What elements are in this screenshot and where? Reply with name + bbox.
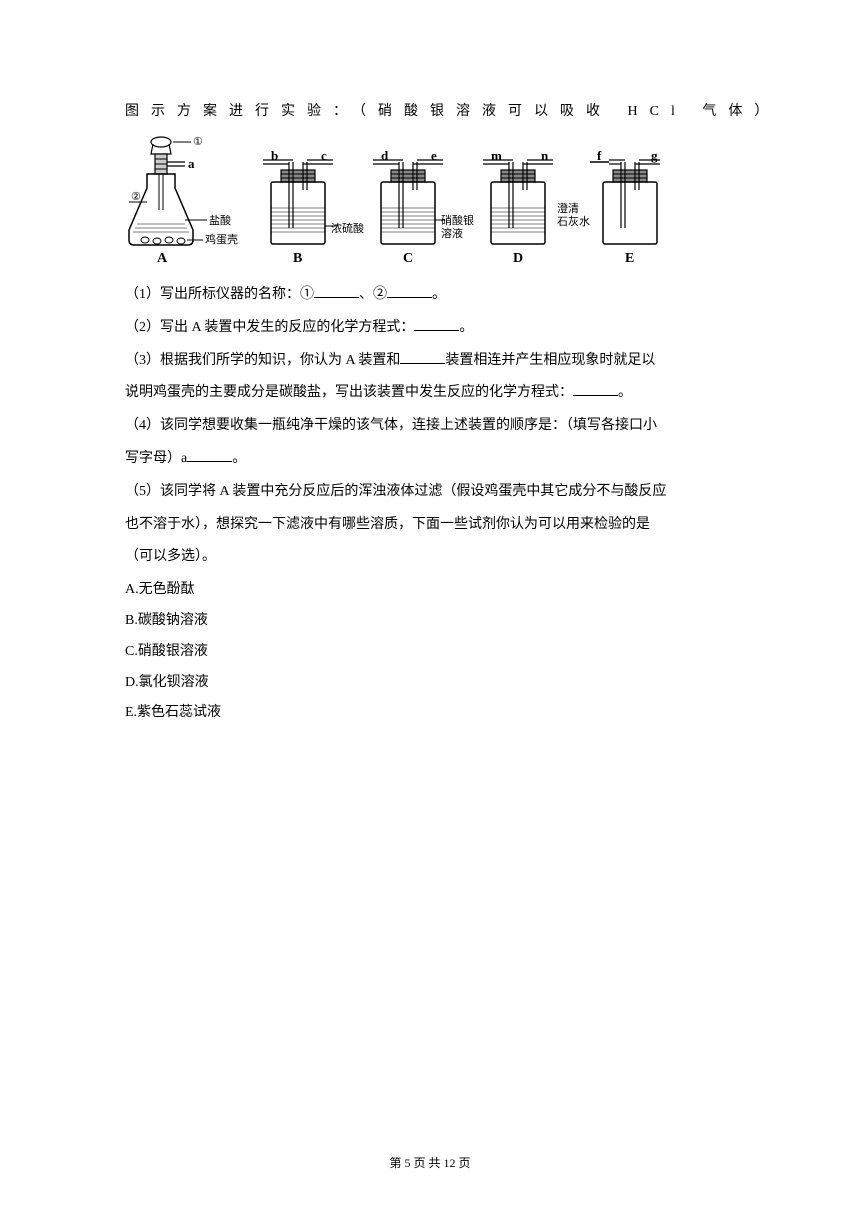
svg-text:②: ② — [131, 191, 141, 203]
svg-text:b: b — [271, 148, 278, 163]
option-d: D.氯化钡溶液 — [125, 668, 735, 699]
svg-text:n: n — [541, 148, 549, 163]
svg-text:硝酸银: 硝酸银 — [441, 213, 474, 227]
page-footer: 第 5 页 共 12 页 — [0, 1154, 860, 1171]
question-3-line2: 说明鸡蛋壳的主要成分是碳酸盐，写出该装置中发生反应的化学方程式：。 — [125, 378, 735, 409]
apparatus-diagram: a ① ② 盐酸 鸡蛋壳 A b c — [125, 130, 665, 265]
bottle-d: m n 澄清 石灰水 D — [483, 148, 590, 265]
option-c: C.硝酸银溶液 — [125, 637, 735, 668]
svg-text:f: f — [597, 148, 602, 163]
svg-text:澄清: 澄清 — [557, 201, 579, 215]
svg-text:D: D — [513, 251, 523, 265]
svg-text:C: C — [403, 251, 413, 265]
option-b: B.碳酸钠溶液 — [125, 606, 735, 637]
question-1: （1）写出所标仪器的名称：①、②。 — [125, 280, 735, 311]
svg-text:鸡蛋壳: 鸡蛋壳 — [205, 232, 238, 246]
svg-text:c: c — [321, 148, 327, 163]
svg-text:g: g — [651, 148, 658, 163]
flask-a: a ① ② 盐酸 鸡蛋壳 A — [129, 136, 238, 265]
svg-text:B: B — [293, 251, 302, 265]
bottle-b: b c 浓硫酸 B — [263, 148, 364, 265]
question-5-line2: 也不溶于水），想探究一下滤液中有哪些溶质，下面一些试剂你认为可以用来检验的是 — [125, 510, 735, 541]
svg-text:A: A — [157, 251, 168, 265]
question-4-line1: （4）该同学想要收集一瓶纯净干燥的该气体，连接上述装置的顺序是：（填写各接口小 — [125, 411, 735, 442]
svg-text:d: d — [381, 148, 389, 163]
question-2: （2）写出 A 装置中发生的反应的化学方程式：。 — [125, 313, 735, 344]
question-4-line2: 写字母）a。 — [125, 444, 735, 475]
question-5-line3: （可以多选）。 — [125, 542, 735, 573]
svg-text:溶液: 溶液 — [441, 226, 463, 240]
svg-text:盐酸: 盐酸 — [209, 213, 231, 227]
svg-text:浓硫酸: 浓硫酸 — [331, 221, 364, 235]
question-5-line1: （5）该同学将 A 装置中充分反应后的浑浊液体过滤（假设鸡蛋壳中其它成分不与酸反… — [125, 477, 735, 508]
bottle-c: d e 硝酸银 溶液 C — [373, 148, 474, 265]
svg-text:m: m — [491, 148, 502, 163]
svg-text:①: ① — [193, 136, 203, 148]
question-3-line1: （3）根据我们所学的知识，你认为 A 装置和装置相连并产生相应现象时就足以 — [125, 346, 735, 377]
bottle-e: f g E — [590, 148, 660, 265]
option-a: A.无色酚酞 — [125, 575, 735, 606]
intro-text: 图示方案进行实验：（硝酸银溶液可以吸收 HCl 气体） — [125, 100, 735, 120]
option-e: E.紫色石蕊试液 — [125, 698, 735, 729]
svg-text:e: e — [431, 148, 437, 163]
svg-text:E: E — [625, 251, 634, 265]
svg-text:石灰水: 石灰水 — [557, 214, 590, 228]
svg-text:a: a — [188, 156, 195, 171]
